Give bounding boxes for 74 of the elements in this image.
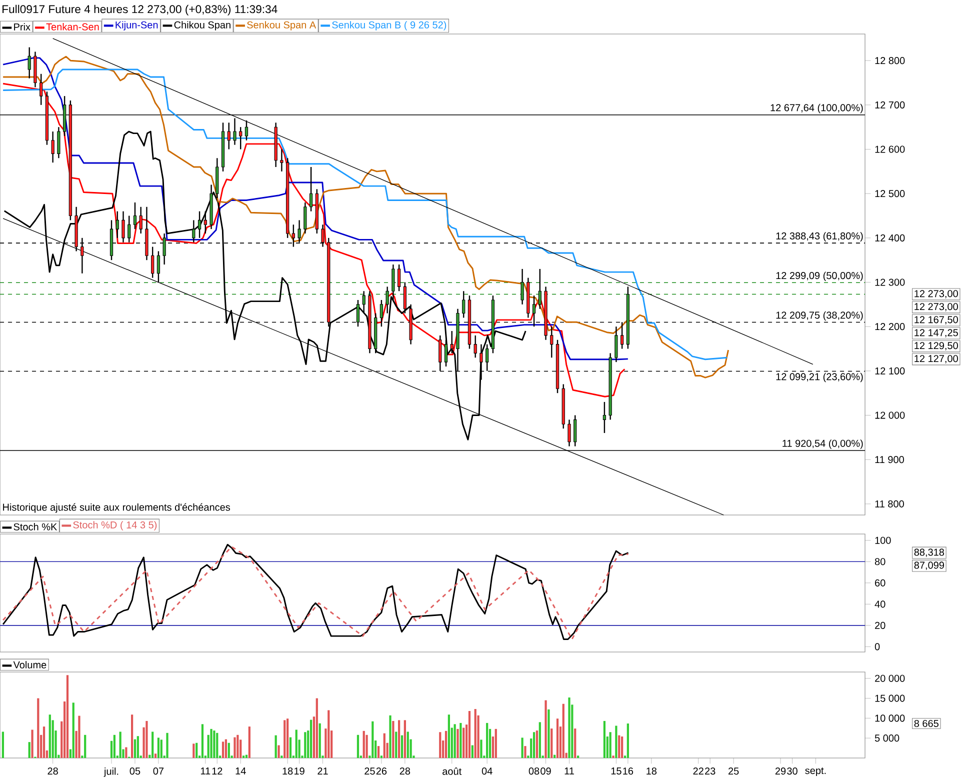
ref-line-label: 12 388,43 (61,80%)	[776, 232, 863, 242]
x-tick-label: 11	[200, 768, 210, 774]
chart-title: Full0917 Future 4 heures 12 273,00 (+0,83%) 11:39:34	[2, 4, 278, 16]
y-tick-label: 12 100	[875, 367, 905, 374]
y-tick-label: 11 900	[875, 456, 904, 464]
text: 12 129,50	[914, 342, 958, 350]
legend-label: Chikou Span	[174, 21, 230, 30]
x-tick-label: 15	[611, 768, 622, 774]
legend-label: Stoch %K	[14, 523, 58, 530]
x-tick-label: 16	[623, 768, 634, 775]
y-tick-label: 100	[875, 536, 891, 544]
x-tick-label: 21	[318, 768, 328, 774]
legend-label: Prix	[14, 23, 30, 30]
x-tick-label: 28	[48, 768, 58, 775]
y-tick-label: 40	[874, 600, 886, 608]
ref-line-label: 11 920,54 (0,00%)	[782, 440, 863, 449]
text: 12 167,50	[914, 316, 958, 324]
x-tick-label: 09	[540, 768, 551, 775]
y-tick-label: 15 000	[875, 694, 905, 702]
y-tick-label: 5 000	[874, 734, 900, 742]
x-tick-label: 04	[482, 768, 492, 775]
x-tick-label: sept.	[805, 768, 826, 776]
x-tick-label: 18	[282, 768, 293, 775]
x-tick-label: 18	[646, 768, 657, 775]
y-tick-label: 10 000	[875, 714, 905, 722]
y-tick-label: 12 500	[875, 190, 905, 198]
y-tick-label: 12 300	[875, 278, 905, 286]
text: Historique ajusté suite aux roulements d'échéances	[3, 503, 230, 513]
y-tick-label: 20	[875, 622, 886, 629]
ref-line-label: 12 677,64 (100,00%)	[770, 104, 863, 114]
x-tick-label: 07	[153, 768, 164, 775]
text: 12 127,00	[914, 355, 958, 364]
y-tick-label: 12 200	[875, 323, 905, 330]
y-tick-label: 12 000	[875, 412, 905, 419]
legend-label: Kijun-Sen	[116, 21, 158, 30]
legend-label: Stoch %D ( 14 3 5)	[73, 521, 157, 530]
x-tick-label: 29	[775, 768, 786, 775]
x-tick-label: 19	[294, 768, 304, 775]
legend-label: Senkou Span A	[247, 21, 316, 30]
x-tick-label: 25	[364, 768, 375, 775]
ref-line-label: 12 099,21 (23,60%)	[776, 372, 863, 382]
ref-line-label: 12 299,09 (50,00%)	[776, 272, 863, 282]
x-tick-label: 11	[564, 768, 574, 774]
y-tick-label: 20 000	[875, 674, 905, 682]
text: 87,099	[914, 562, 944, 570]
y-tick-label: 12 400	[875, 234, 905, 242]
y-tick-label: 12 600	[875, 146, 905, 153]
x-tick-label: 12	[212, 768, 222, 774]
y-tick-label: 60	[875, 579, 886, 586]
legend-label: Senkou Span B ( 9 26 52)	[332, 21, 446, 30]
x-tick-label: août	[442, 768, 462, 775]
y-tick-label: 0	[874, 643, 880, 650]
x-tick-label: 26	[376, 768, 387, 775]
x-tick-label: 22	[693, 768, 704, 774]
y-tick-label: 80	[874, 558, 886, 566]
x-tick-label: 30	[787, 768, 798, 775]
y-tick-label: 11 800	[875, 500, 904, 508]
x-tick-label: 08	[528, 768, 540, 775]
ref-line-label: 12 209,75 (38,20%)	[776, 311, 863, 321]
text: 12 273,00	[914, 303, 958, 312]
x-tick-label: 23	[705, 768, 716, 775]
y-tick-label: 12 700	[875, 101, 905, 108]
x-tick-label: 25	[728, 768, 739, 775]
text: 12 273,00	[914, 290, 958, 298]
text: 8 665	[914, 720, 938, 728]
x-tick-label: 05	[130, 768, 140, 775]
x-tick-label: 28	[400, 768, 410, 775]
x-tick-label: juil.	[104, 768, 118, 777]
text: 88,318	[914, 548, 944, 557]
x-tick-label: 14	[236, 768, 246, 774]
y-tick-label: 12 800	[875, 57, 905, 64]
legend-label: Tenkan-Sen	[46, 23, 99, 30]
text: Volume	[13, 661, 46, 668]
text: 12 147,25	[914, 329, 958, 338]
